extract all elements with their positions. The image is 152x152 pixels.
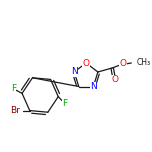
Text: N: N bbox=[90, 82, 97, 91]
Text: O: O bbox=[119, 59, 126, 69]
Text: Br: Br bbox=[10, 106, 20, 115]
Text: O: O bbox=[112, 76, 119, 85]
Text: O: O bbox=[83, 59, 90, 67]
Text: F: F bbox=[62, 99, 67, 108]
Text: F: F bbox=[11, 84, 16, 93]
Text: CH₃: CH₃ bbox=[136, 59, 150, 67]
Text: N: N bbox=[71, 67, 78, 76]
